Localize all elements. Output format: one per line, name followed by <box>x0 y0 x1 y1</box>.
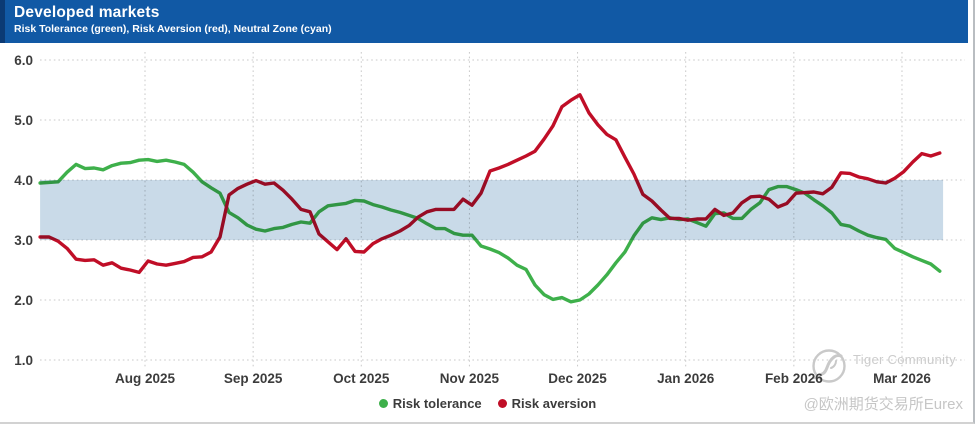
x-axis-label: Aug 2025 <box>115 371 176 386</box>
y-axis-label: 1.0 <box>14 353 33 368</box>
x-axis-label: Feb 2026 <box>765 371 823 386</box>
y-axis-label: 5.0 <box>14 113 33 128</box>
legend-dot-red-icon <box>497 399 507 408</box>
x-axis-label: Nov 2025 <box>440 371 500 386</box>
x-axis-label: Dec 2025 <box>548 371 607 386</box>
legend-dot-green-icon <box>378 399 388 408</box>
legend-item-risk-aversion: Risk aversion <box>497 396 597 411</box>
watermark-brand: Tiger Community <box>853 352 956 367</box>
x-axis-label: Jan 2026 <box>657 371 715 386</box>
x-axis-label: Sep 2025 <box>224 371 283 386</box>
watermark-handle: @欧洲期货交易所Eurex <box>803 396 963 413</box>
chart-title: Developed markets <box>14 4 160 21</box>
chart-subtitle: Risk Tolerance (green), Risk Aversion (r… <box>14 23 332 35</box>
y-axis-label: 3.0 <box>14 233 33 248</box>
x-axis-label: Mar 2026 <box>873 371 931 386</box>
legend-label-risk-aversion: Risk aversion <box>511 396 597 411</box>
y-axis-label: 6.0 <box>14 53 33 68</box>
legend: Risk tolerance Risk aversion <box>0 396 973 411</box>
y-axis-label: 4.0 <box>14 173 33 188</box>
x-axis-label: Oct 2025 <box>333 371 390 386</box>
chart-header: Developed markets Risk Tolerance (green)… <box>0 0 968 43</box>
legend-label-risk-tolerance: Risk tolerance <box>392 396 482 411</box>
legend-item-risk-tolerance: Risk tolerance <box>378 396 482 411</box>
tiger-logo-icon <box>812 349 846 383</box>
neutral-zone-band <box>40 180 944 240</box>
y-axis-label: 2.0 <box>14 293 33 308</box>
